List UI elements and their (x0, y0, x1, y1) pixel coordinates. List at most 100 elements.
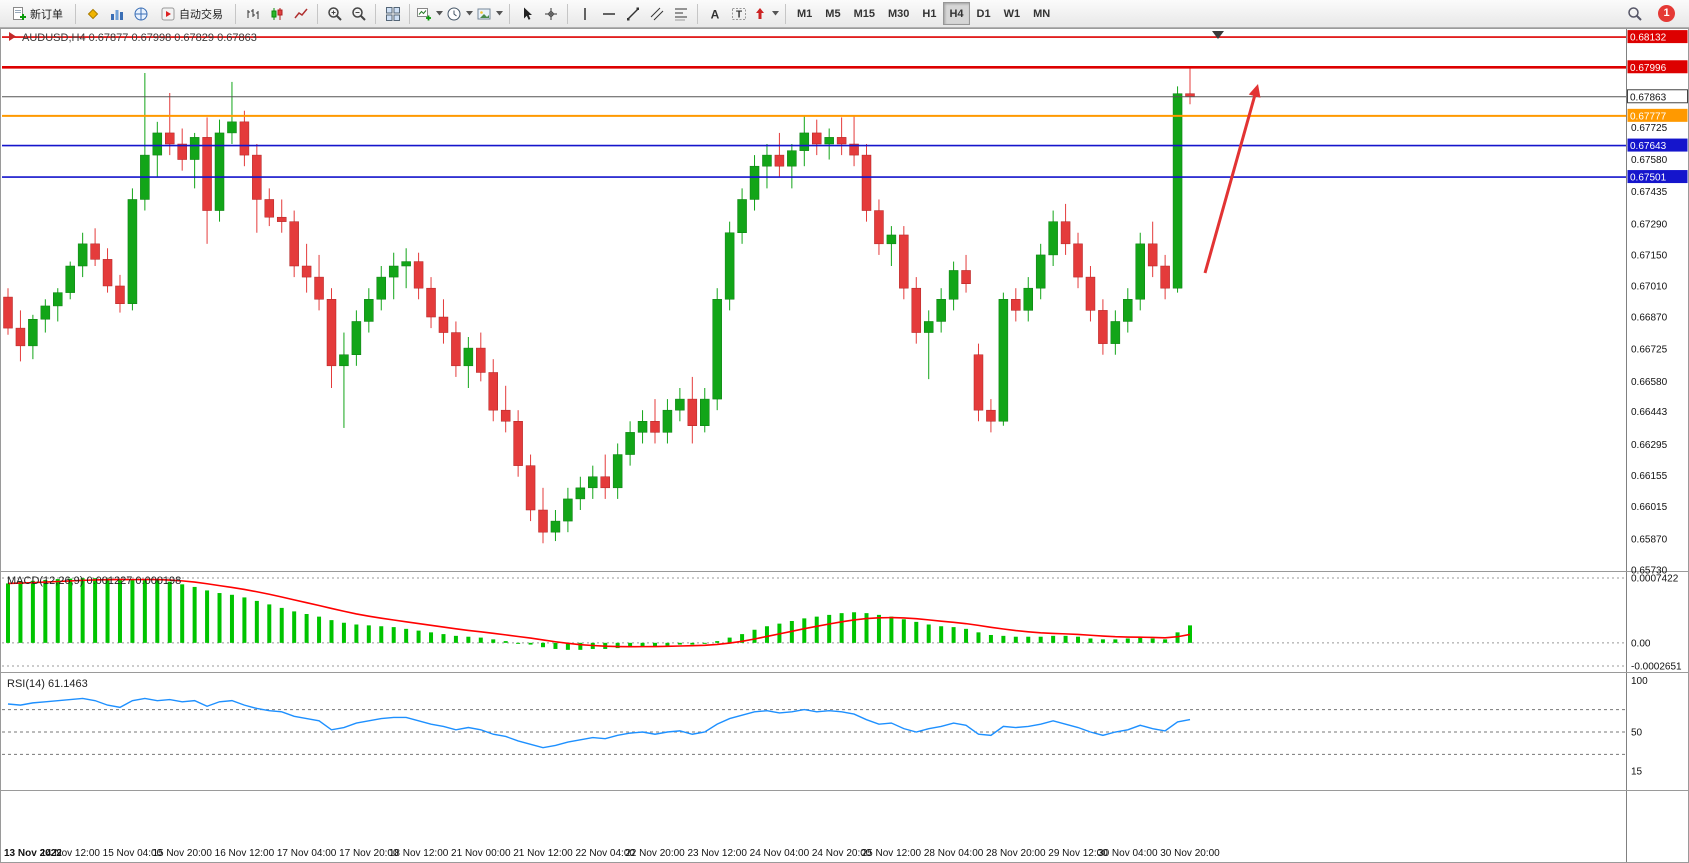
tile-windows-button[interactable] (381, 2, 404, 25)
vertical-line-button[interactable] (573, 2, 596, 25)
horizontal-line-button[interactable] (597, 2, 620, 25)
timeframe-button-h4[interactable]: H4 (943, 2, 970, 25)
price-tick-label: 0.66580 (1631, 377, 1668, 388)
time-axis-label: 21 Nov 12:00 (513, 848, 573, 859)
trendline-button[interactable] (621, 2, 644, 25)
time-axis-label: 18 Nov 12:00 (389, 848, 449, 859)
chevron-down-icon (436, 11, 443, 16)
macd-label: MACD(12,26,9) 0.001227 0.000198 (7, 575, 181, 587)
arrows-button[interactable] (751, 2, 780, 25)
time-axis-label: 24 Nov 04:00 (750, 848, 810, 859)
autotrading-icon (161, 7, 175, 20)
new-chart-icon (417, 7, 431, 20)
zoom-in-button[interactable] (323, 2, 346, 25)
timeframe-button-m30[interactable]: M30 (882, 2, 915, 25)
trendline-icon (626, 7, 639, 20)
notification-badge[interactable]: 1 (1658, 5, 1675, 22)
rsi-axis-label: 100 (1631, 676, 1648, 687)
price-tick-label: 0.66295 (1631, 440, 1668, 451)
periods-button[interactable] (445, 2, 474, 25)
macd-axis-label: -0.0002651 (1631, 662, 1682, 673)
support-line-2-badge (1627, 170, 1688, 184)
timeframe-button-w1[interactable]: W1 (998, 2, 1027, 25)
arrow-up-icon (756, 7, 764, 19)
price-tick-label: 0.67010 (1631, 281, 1668, 292)
time-axis-label: 16 Nov 12:00 (215, 848, 275, 859)
time-axis-label: 28 Nov 20:00 (986, 848, 1046, 859)
price-tick-label: 0.67290 (1631, 219, 1668, 230)
trend-arrow[interactable] (1203, 91, 1258, 274)
cursor-icon (523, 7, 532, 20)
timeframe-group: M1 M5 M15 M30 H1 H4 D1 W1 MN (791, 2, 1056, 25)
equidistant-channel-button[interactable] (645, 2, 668, 25)
timeframe-button-m5[interactable]: M5 (819, 2, 846, 25)
time-axis-label: 13 Nov 2022 (4, 848, 62, 859)
search-icon (1627, 6, 1642, 21)
zoom-in-icon (327, 6, 342, 21)
candlestick-chart-icon (271, 7, 282, 20)
new-order-label: 新订单 (30, 8, 63, 21)
price-tick-label: 0.65870 (1631, 534, 1668, 545)
market-watch-button[interactable] (81, 2, 104, 25)
time-axis-label: 15 Nov 04:00 (103, 848, 163, 859)
macd-signal-line (7, 578, 1191, 648)
data-window-button[interactable] (105, 2, 128, 25)
time-axis-label: 30 Nov 04:00 (1098, 848, 1158, 859)
new-order-button[interactable]: 新订单 (4, 2, 70, 25)
text-icon: A (710, 7, 719, 21)
new-order-icon (13, 6, 26, 20)
separator (509, 3, 510, 24)
navigator-icon (134, 7, 147, 20)
autotrading-button[interactable]: 自动交易 (153, 2, 230, 25)
cursor-button[interactable] (515, 2, 538, 25)
time-axis-label: 15 Nov 20:00 (152, 848, 212, 859)
channel-icon (650, 7, 663, 20)
time-axis-label: 14 Nov 12:00 (40, 848, 100, 859)
time-axis-label: 22 Nov 20:00 (625, 848, 685, 859)
line-chart-icon (293, 8, 308, 18)
candlestick-chart-button[interactable] (265, 2, 288, 25)
chart-window-border (0, 28, 1689, 863)
price-tick-label: 0.66015 (1631, 502, 1668, 513)
current-price-line-badge-label: 0.67863 (1630, 92, 1667, 103)
text-label-button[interactable]: T (727, 2, 750, 25)
resistance-line-2-badge-label: 0.67996 (1630, 63, 1667, 74)
price-tick-label: 0.65730 (1631, 565, 1668, 576)
templates-button[interactable] (475, 2, 504, 25)
zoom-out-button[interactable] (347, 2, 370, 25)
price-tick-label: 0.67580 (1631, 155, 1668, 166)
price-axis-labels: 0.67725 0.67580 0.67435 0.67290 0.67150 0.670… (1631, 123, 1668, 577)
chevron-down-icon (466, 11, 473, 16)
navigator-button[interactable] (129, 2, 152, 25)
svg-text:T: T (735, 9, 741, 20)
text-button[interactable]: A (703, 2, 726, 25)
time-axis-label: 23 Nov 12:00 (687, 848, 747, 859)
time-axis-label: 28 Nov 04:00 (924, 848, 984, 859)
timeframe-button-mn[interactable]: MN (1027, 2, 1056, 25)
one-click-trading-toggle[interactable] (9, 32, 16, 41)
timeframe-button-m15[interactable]: M15 (848, 2, 881, 25)
timeframe-button-m1[interactable]: M1 (791, 2, 818, 25)
chart-area[interactable]: 0.67725 0.67580 0.67435 0.67290 0.67150 0.670… (0, 28, 1689, 863)
crosshair-button[interactable] (539, 2, 562, 25)
timeframe-button-d1[interactable]: D1 (971, 2, 997, 25)
svg-text:A: A (710, 7, 719, 21)
clock-icon (447, 7, 461, 20)
chart-shift-marker[interactable] (1212, 31, 1224, 39)
new-chart-button[interactable] (415, 2, 444, 25)
chart-title: AUDUSD,H4 0.67877 0.67998 0.67829 0.6786… (22, 32, 257, 44)
separator (785, 3, 786, 24)
pivot-line-orange-badge-label: 0.67777 (1630, 111, 1667, 122)
line-chart-button[interactable] (289, 2, 312, 25)
resistance-line-2-badge (1627, 60, 1688, 74)
tile-windows-icon (385, 6, 400, 21)
search-button[interactable] (1623, 2, 1646, 25)
timeframe-button-h1[interactable]: H1 (916, 2, 942, 25)
text-label-icon: T (731, 7, 746, 20)
resistance-line-1-badge (1627, 30, 1688, 44)
time-axis-label: 22 Nov 04:00 (575, 848, 635, 859)
pivot-line-orange-badge (1627, 108, 1688, 122)
bar-chart-button[interactable] (241, 2, 264, 25)
fibonacci-button[interactable] (669, 2, 692, 25)
chart-canvas[interactable]: 0.67725 0.67580 0.67435 0.67290 0.67150 0.670… (0, 28, 1689, 863)
